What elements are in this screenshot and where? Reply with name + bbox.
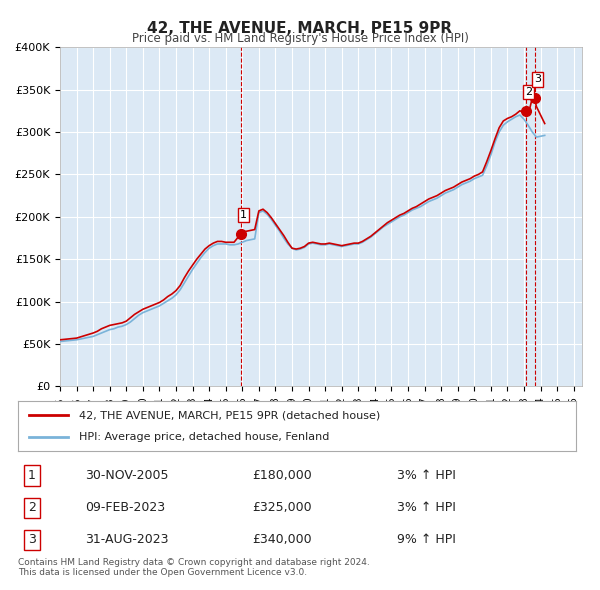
Text: 30-NOV-2005: 30-NOV-2005: [85, 469, 169, 482]
Text: Contains HM Land Registry data © Crown copyright and database right 2024.
This d: Contains HM Land Registry data © Crown c…: [18, 558, 370, 577]
Text: 2: 2: [28, 502, 36, 514]
Text: £325,000: £325,000: [253, 502, 312, 514]
Text: HPI: Average price, detached house, Fenland: HPI: Average price, detached house, Fenl…: [79, 432, 330, 442]
Text: 3: 3: [28, 533, 36, 546]
Text: 2: 2: [525, 87, 532, 97]
Text: 3% ↑ HPI: 3% ↑ HPI: [397, 469, 457, 482]
Text: £340,000: £340,000: [253, 533, 312, 546]
Text: 1: 1: [28, 469, 36, 482]
Text: 31-AUG-2023: 31-AUG-2023: [85, 533, 169, 546]
Text: 42, THE AVENUE, MARCH, PE15 9PR: 42, THE AVENUE, MARCH, PE15 9PR: [148, 21, 452, 35]
Text: 3% ↑ HPI: 3% ↑ HPI: [397, 502, 457, 514]
Text: 09-FEB-2023: 09-FEB-2023: [85, 502, 165, 514]
Text: 3: 3: [534, 74, 541, 84]
Text: 9% ↑ HPI: 9% ↑ HPI: [397, 533, 457, 546]
Text: 1: 1: [240, 210, 247, 220]
Text: £180,000: £180,000: [253, 469, 312, 482]
Text: Price paid vs. HM Land Registry's House Price Index (HPI): Price paid vs. HM Land Registry's House …: [131, 32, 469, 45]
Text: 42, THE AVENUE, MARCH, PE15 9PR (detached house): 42, THE AVENUE, MARCH, PE15 9PR (detache…: [79, 410, 380, 420]
